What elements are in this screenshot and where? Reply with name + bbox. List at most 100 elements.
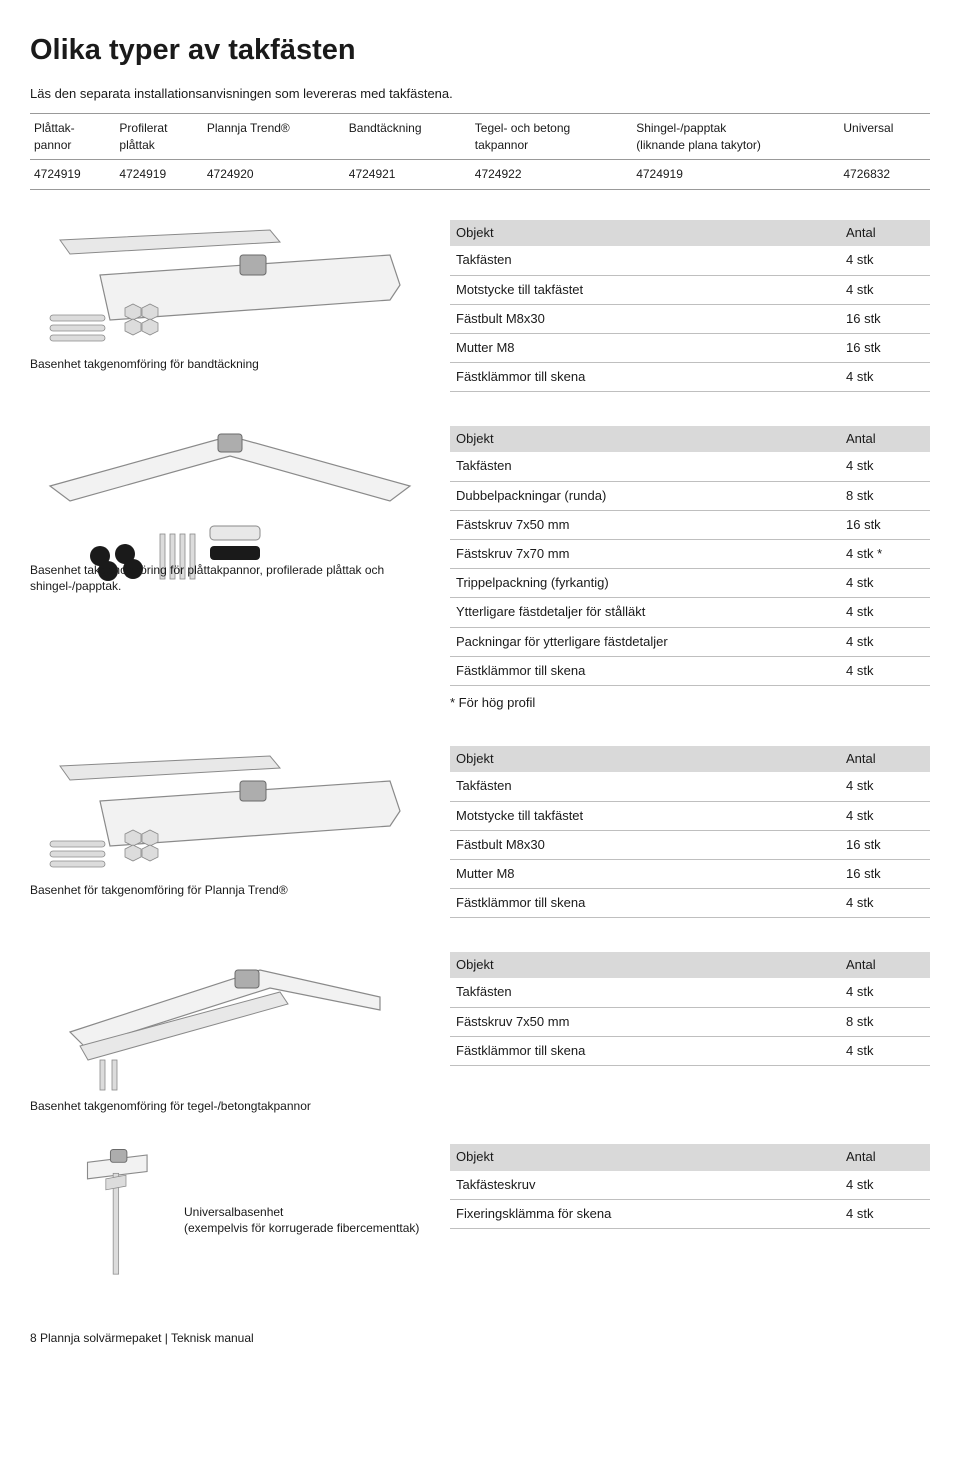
parts-row: Packningar för ytterligare fästdetaljer4…: [450, 627, 930, 656]
parts-header-cell: Antal: [840, 746, 930, 772]
parts-row: Takfästeskruv4 stk: [450, 1171, 930, 1200]
parts-cell: 4 stk: [840, 801, 930, 830]
bracket-illustration: [60, 1144, 170, 1291]
table-footnote: * För hög profil: [450, 694, 930, 712]
parts-row: Dubbelpackningar (runda)8 stk: [450, 481, 930, 510]
parts-cell: 4 stk: [840, 275, 930, 304]
illustration-caption: Basenhet takgenomföring för bandtäckning: [30, 356, 430, 372]
top-value-cell: 4724919: [632, 160, 839, 190]
parts-row: Fästbult M8x3016 stk: [450, 304, 930, 333]
parts-cell: Mutter M8: [450, 859, 840, 888]
parts-cell: 4 stk: [840, 978, 930, 1007]
parts-cell: 4 stk: [840, 569, 930, 598]
parts-header-cell: Objekt: [450, 746, 840, 772]
bracket-illustration: [30, 220, 430, 350]
parts-cell: 8 stk: [840, 1007, 930, 1036]
parts-row: Fästskruv 7x50 mm8 stk: [450, 1007, 930, 1036]
parts-header-cell: Objekt: [450, 1144, 840, 1170]
illustration-caption: Basenhet för takgenomföring för Plannja …: [30, 882, 430, 898]
component-section: Basenhet takgenomföring för plåttakpanno…: [30, 426, 930, 712]
parts-cell: Fästskruv 7x50 mm: [450, 1007, 840, 1036]
parts-cell: Takfästen: [450, 452, 840, 481]
parts-table: ObjektAntalTakfästeskruv4 stkFixeringskl…: [450, 1144, 930, 1229]
top-header-cell: Plåttak-pannor: [30, 113, 115, 160]
parts-header-cell: Objekt: [450, 426, 840, 452]
parts-row: Fästklämmor till skena4 stk: [450, 656, 930, 685]
parts-cell: 4 stk: [840, 452, 930, 481]
parts-cell: 4 stk: [840, 598, 930, 627]
top-value-cell: 4724920: [203, 160, 345, 190]
parts-cell: Motstycke till takfästet: [450, 801, 840, 830]
parts-cell: Fästklämmor till skena: [450, 889, 840, 918]
parts-table: ObjektAntalTakfästen4 stkDubbelpackninga…: [450, 426, 930, 686]
parts-cell: Ytterligare fästdetaljer för stålläkt: [450, 598, 840, 627]
parts-row: Takfästen4 stk: [450, 452, 930, 481]
parts-row: Fästskruv 7x70 mm4 stk *: [450, 540, 930, 569]
parts-header-cell: Antal: [840, 426, 930, 452]
parts-row: Motstycke till takfästet4 stk: [450, 275, 930, 304]
parts-cell: 16 stk: [840, 333, 930, 362]
parts-table: ObjektAntalTakfästen4 stkFästskruv 7x50 …: [450, 952, 930, 1066]
article-number-table: Plåttak-pannorProfileratplåttakPlannja T…: [30, 113, 930, 190]
parts-header-cell: Objekt: [450, 220, 840, 246]
parts-cell: 4 stk: [840, 1171, 930, 1200]
component-section: Basenhet takgenomföring för bandtäckning…: [30, 220, 930, 392]
parts-cell: 4 stk: [840, 1199, 930, 1228]
bracket-illustration: [30, 746, 430, 876]
parts-cell: Fästskruv 7x70 mm: [450, 540, 840, 569]
parts-cell: Fästskruv 7x50 mm: [450, 510, 840, 539]
parts-cell: Fixeringsklämma för skena: [450, 1199, 840, 1228]
parts-row: Takfästen4 stk: [450, 772, 930, 801]
parts-cell: 4 stk *: [840, 540, 930, 569]
parts-cell: Takfästeskruv: [450, 1171, 840, 1200]
parts-row: Takfästen4 stk: [450, 978, 930, 1007]
top-value-cell: 4724922: [471, 160, 632, 190]
parts-cell: Fästbult M8x30: [450, 304, 840, 333]
parts-cell: Mutter M8: [450, 333, 840, 362]
top-header-cell: Tegel- och betongtakpannor: [471, 113, 632, 160]
parts-row: Fästskruv 7x50 mm16 stk: [450, 510, 930, 539]
parts-header-cell: Antal: [840, 952, 930, 978]
top-value-cell: 4726832: [839, 160, 930, 190]
parts-cell: 16 stk: [840, 859, 930, 888]
page-title: Olika typer av takfästen: [30, 30, 930, 71]
parts-row: Fästklämmor till skena4 stk: [450, 363, 930, 392]
parts-row: Fästklämmor till skena4 stk: [450, 1036, 930, 1065]
component-section: Universalbasenhet(exempelvis för korruge…: [30, 1144, 930, 1296]
parts-cell: Takfästen: [450, 978, 840, 1007]
parts-cell: 4 stk: [840, 627, 930, 656]
parts-cell: Trippelpackning (fyrkantig): [450, 569, 840, 598]
parts-row: Fästklämmor till skena4 stk: [450, 889, 930, 918]
top-value-cell: 4724921: [345, 160, 471, 190]
parts-row: Mutter M816 stk: [450, 333, 930, 362]
top-header-cell: Shingel-/papptak(liknande plana takytor): [632, 113, 839, 160]
top-value-cell: 4724919: [115, 160, 202, 190]
parts-cell: Takfästen: [450, 772, 840, 801]
parts-cell: Fästklämmor till skena: [450, 363, 840, 392]
parts-cell: 16 stk: [840, 830, 930, 859]
parts-row: Trippelpackning (fyrkantig)4 stk: [450, 569, 930, 598]
parts-row: Fixeringsklämma för skena4 stk: [450, 1199, 930, 1228]
parts-cell: Takfästen: [450, 246, 840, 275]
parts-cell: 4 stk: [840, 889, 930, 918]
parts-header-cell: Antal: [840, 220, 930, 246]
component-section: Basenhet för takgenomföring för Plannja …: [30, 746, 930, 918]
parts-cell: Packningar för ytterligare fästdetaljer: [450, 627, 840, 656]
illustration-caption: Universalbasenhet(exempelvis för korruge…: [184, 1204, 419, 1236]
top-value-cell: 4724919: [30, 160, 115, 190]
parts-cell: 4 stk: [840, 246, 930, 275]
parts-cell: 16 stk: [840, 304, 930, 333]
page-footer: 8 Plannja solvärmepaket | Teknisk manual: [30, 1330, 930, 1347]
parts-cell: Fästklämmor till skena: [450, 1036, 840, 1065]
parts-cell: Motstycke till takfästet: [450, 275, 840, 304]
intro-text: Läs den separata installationsanvisninge…: [30, 85, 930, 103]
parts-row: Motstycke till takfästet4 stk: [450, 801, 930, 830]
parts-cell: 4 stk: [840, 363, 930, 392]
parts-cell: 4 stk: [840, 1036, 930, 1065]
parts-table: ObjektAntalTakfästen4 stkMotstycke till …: [450, 220, 930, 392]
parts-cell: 16 stk: [840, 510, 930, 539]
parts-cell: Dubbelpackningar (runda): [450, 481, 840, 510]
parts-row: Takfästen4 stk: [450, 246, 930, 275]
parts-cell: 4 stk: [840, 772, 930, 801]
parts-row: Mutter M816 stk: [450, 859, 930, 888]
